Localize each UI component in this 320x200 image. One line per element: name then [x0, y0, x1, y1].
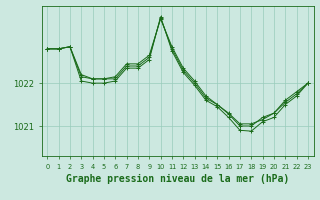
X-axis label: Graphe pression niveau de la mer (hPa): Graphe pression niveau de la mer (hPa) — [66, 174, 289, 184]
